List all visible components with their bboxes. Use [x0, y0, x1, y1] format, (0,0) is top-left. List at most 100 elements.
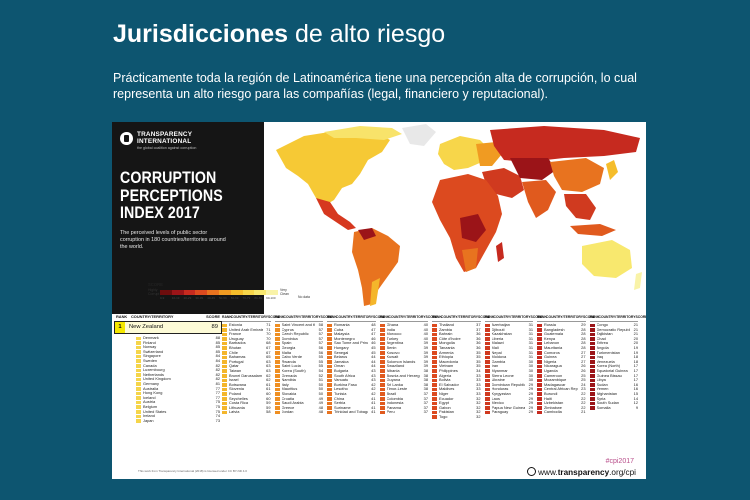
- country-name: Congo: [596, 323, 608, 327]
- score-swatch: [432, 323, 437, 328]
- country-name: Nepal: [491, 350, 502, 355]
- legend-tick-label: 50-59: [218, 296, 227, 300]
- table-row: Sweden 84: [136, 358, 220, 364]
- country-score: 29: [528, 409, 533, 415]
- country-score: 43: [371, 372, 376, 378]
- country-score: 85: [215, 348, 220, 354]
- country-score: 58: [318, 322, 323, 327]
- country-score: 21: [581, 409, 586, 415]
- country-score: 40: [423, 322, 428, 327]
- column-header-rank: RANK: [484, 315, 495, 319]
- slide-title-bold: Jurisdicciones: [113, 20, 289, 48]
- country-name: Kuwait: [386, 355, 399, 360]
- country-score: 74: [215, 413, 220, 419]
- country-score: 54: [318, 367, 323, 373]
- country-name: Israel: [229, 378, 239, 383]
- country-name: Bahamas: [229, 355, 246, 360]
- country-score: 77: [215, 385, 220, 391]
- country-score: 37: [423, 395, 428, 401]
- table-row: Belarus 44: [327, 355, 376, 360]
- table-row: Djibouti 31: [484, 327, 533, 333]
- score-swatch: [327, 401, 332, 406]
- table-row: Eritrea 20: [589, 341, 638, 346]
- country-score: 65: [266, 354, 271, 360]
- legend-tick-label: 0-9: [160, 296, 165, 300]
- first-column-header: RANK COUNTRY/TERRITORY SCORE: [116, 314, 220, 320]
- table-row: Algeria 33: [432, 373, 481, 379]
- ti-org-name-line2: INTERNATIONAL: [137, 138, 192, 145]
- slide-title: Jurisdicciones de alto riesgo: [113, 18, 445, 50]
- country-name: Serbia: [334, 401, 346, 406]
- score-swatch: [327, 323, 332, 328]
- score-swatch: [222, 337, 227, 341]
- country-name: France: [229, 332, 242, 337]
- score-swatch: [136, 345, 141, 350]
- country-name: Montenegro: [334, 336, 355, 341]
- country-score: 24: [581, 381, 586, 387]
- country-score: 37: [423, 400, 428, 406]
- country-name: Georgia: [281, 345, 296, 350]
- score-swatch: [327, 337, 332, 341]
- table-row: Bulgaria 43: [327, 368, 376, 374]
- table-row: South Africa 43: [327, 372, 376, 379]
- score-swatch: [432, 328, 437, 332]
- country-name: Barbados: [229, 341, 246, 346]
- country-score: 14: [633, 395, 638, 401]
- country-name: Gabon: [439, 405, 451, 410]
- score-swatch: [222, 387, 227, 392]
- country-name: Ukraine: [491, 378, 505, 383]
- score-swatch: [222, 341, 227, 346]
- column-header-score: SCORE: [372, 315, 386, 319]
- country-name: Nicaragua: [544, 364, 562, 369]
- country-score: 35: [476, 349, 481, 355]
- score-swatch: [432, 355, 437, 360]
- country-score: 27: [581, 358, 586, 364]
- country-score: 60: [266, 390, 271, 396]
- footer-license-note: This work from Transparency Internationa…: [138, 469, 247, 473]
- table-row: Australia 77: [136, 385, 220, 392]
- score-swatch: [537, 374, 542, 378]
- country-score: 52: [318, 372, 323, 378]
- score-swatch: [274, 406, 280, 410]
- score-swatch: [136, 391, 141, 396]
- country-name: Costa Rica: [229, 401, 249, 406]
- country-score: 33: [476, 390, 481, 396]
- country-score: 42: [371, 390, 376, 396]
- ranking-column: RANK COUNTRY/TERRITORY SCORE Thailand 37 Zamb…: [432, 315, 490, 455]
- score-swatch: [222, 351, 227, 355]
- score-swatch: [537, 323, 542, 328]
- country-name: Switzerland: [143, 349, 164, 354]
- table-row: Burkina Faso 42: [327, 382, 376, 388]
- map-indonesia: [570, 224, 616, 236]
- country-name: Zambia: [439, 327, 452, 332]
- country-name: Cabo Verde: [281, 355, 303, 360]
- table-row: Greece 48: [274, 405, 323, 411]
- country-score: 75: [215, 408, 220, 414]
- country-name: Canada: [143, 363, 157, 368]
- country-name: Malawi: [491, 341, 504, 346]
- country-score: 22: [581, 400, 586, 406]
- country-score: 77: [215, 394, 220, 400]
- country-name: Kenya: [544, 336, 556, 341]
- country-name: Angola: [596, 345, 609, 350]
- table-row: Canada 82: [136, 363, 220, 369]
- table-row: Taiwan 63: [222, 368, 271, 374]
- country-score: 31: [528, 331, 533, 337]
- country-score: 63: [266, 358, 271, 364]
- country-name: United Kingdom: [143, 377, 171, 382]
- country-score: 21: [633, 322, 638, 327]
- score-swatch: [327, 364, 332, 369]
- score-swatch: [222, 360, 227, 364]
- country-score: 60: [266, 395, 271, 401]
- table-row: Germany 81: [136, 381, 220, 387]
- table-row: Central African Republic23: [537, 387, 586, 392]
- table-row: Latvia 58: [222, 410, 271, 415]
- country-name: Eritrea: [596, 341, 608, 346]
- table-row: Saudi Arabia 49: [274, 400, 323, 406]
- country-score: 33: [476, 381, 481, 387]
- score-swatch: [537, 355, 542, 360]
- map-china: [550, 158, 604, 192]
- table-row: Indonesia 37: [379, 400, 428, 406]
- country-name: Norway: [143, 345, 157, 350]
